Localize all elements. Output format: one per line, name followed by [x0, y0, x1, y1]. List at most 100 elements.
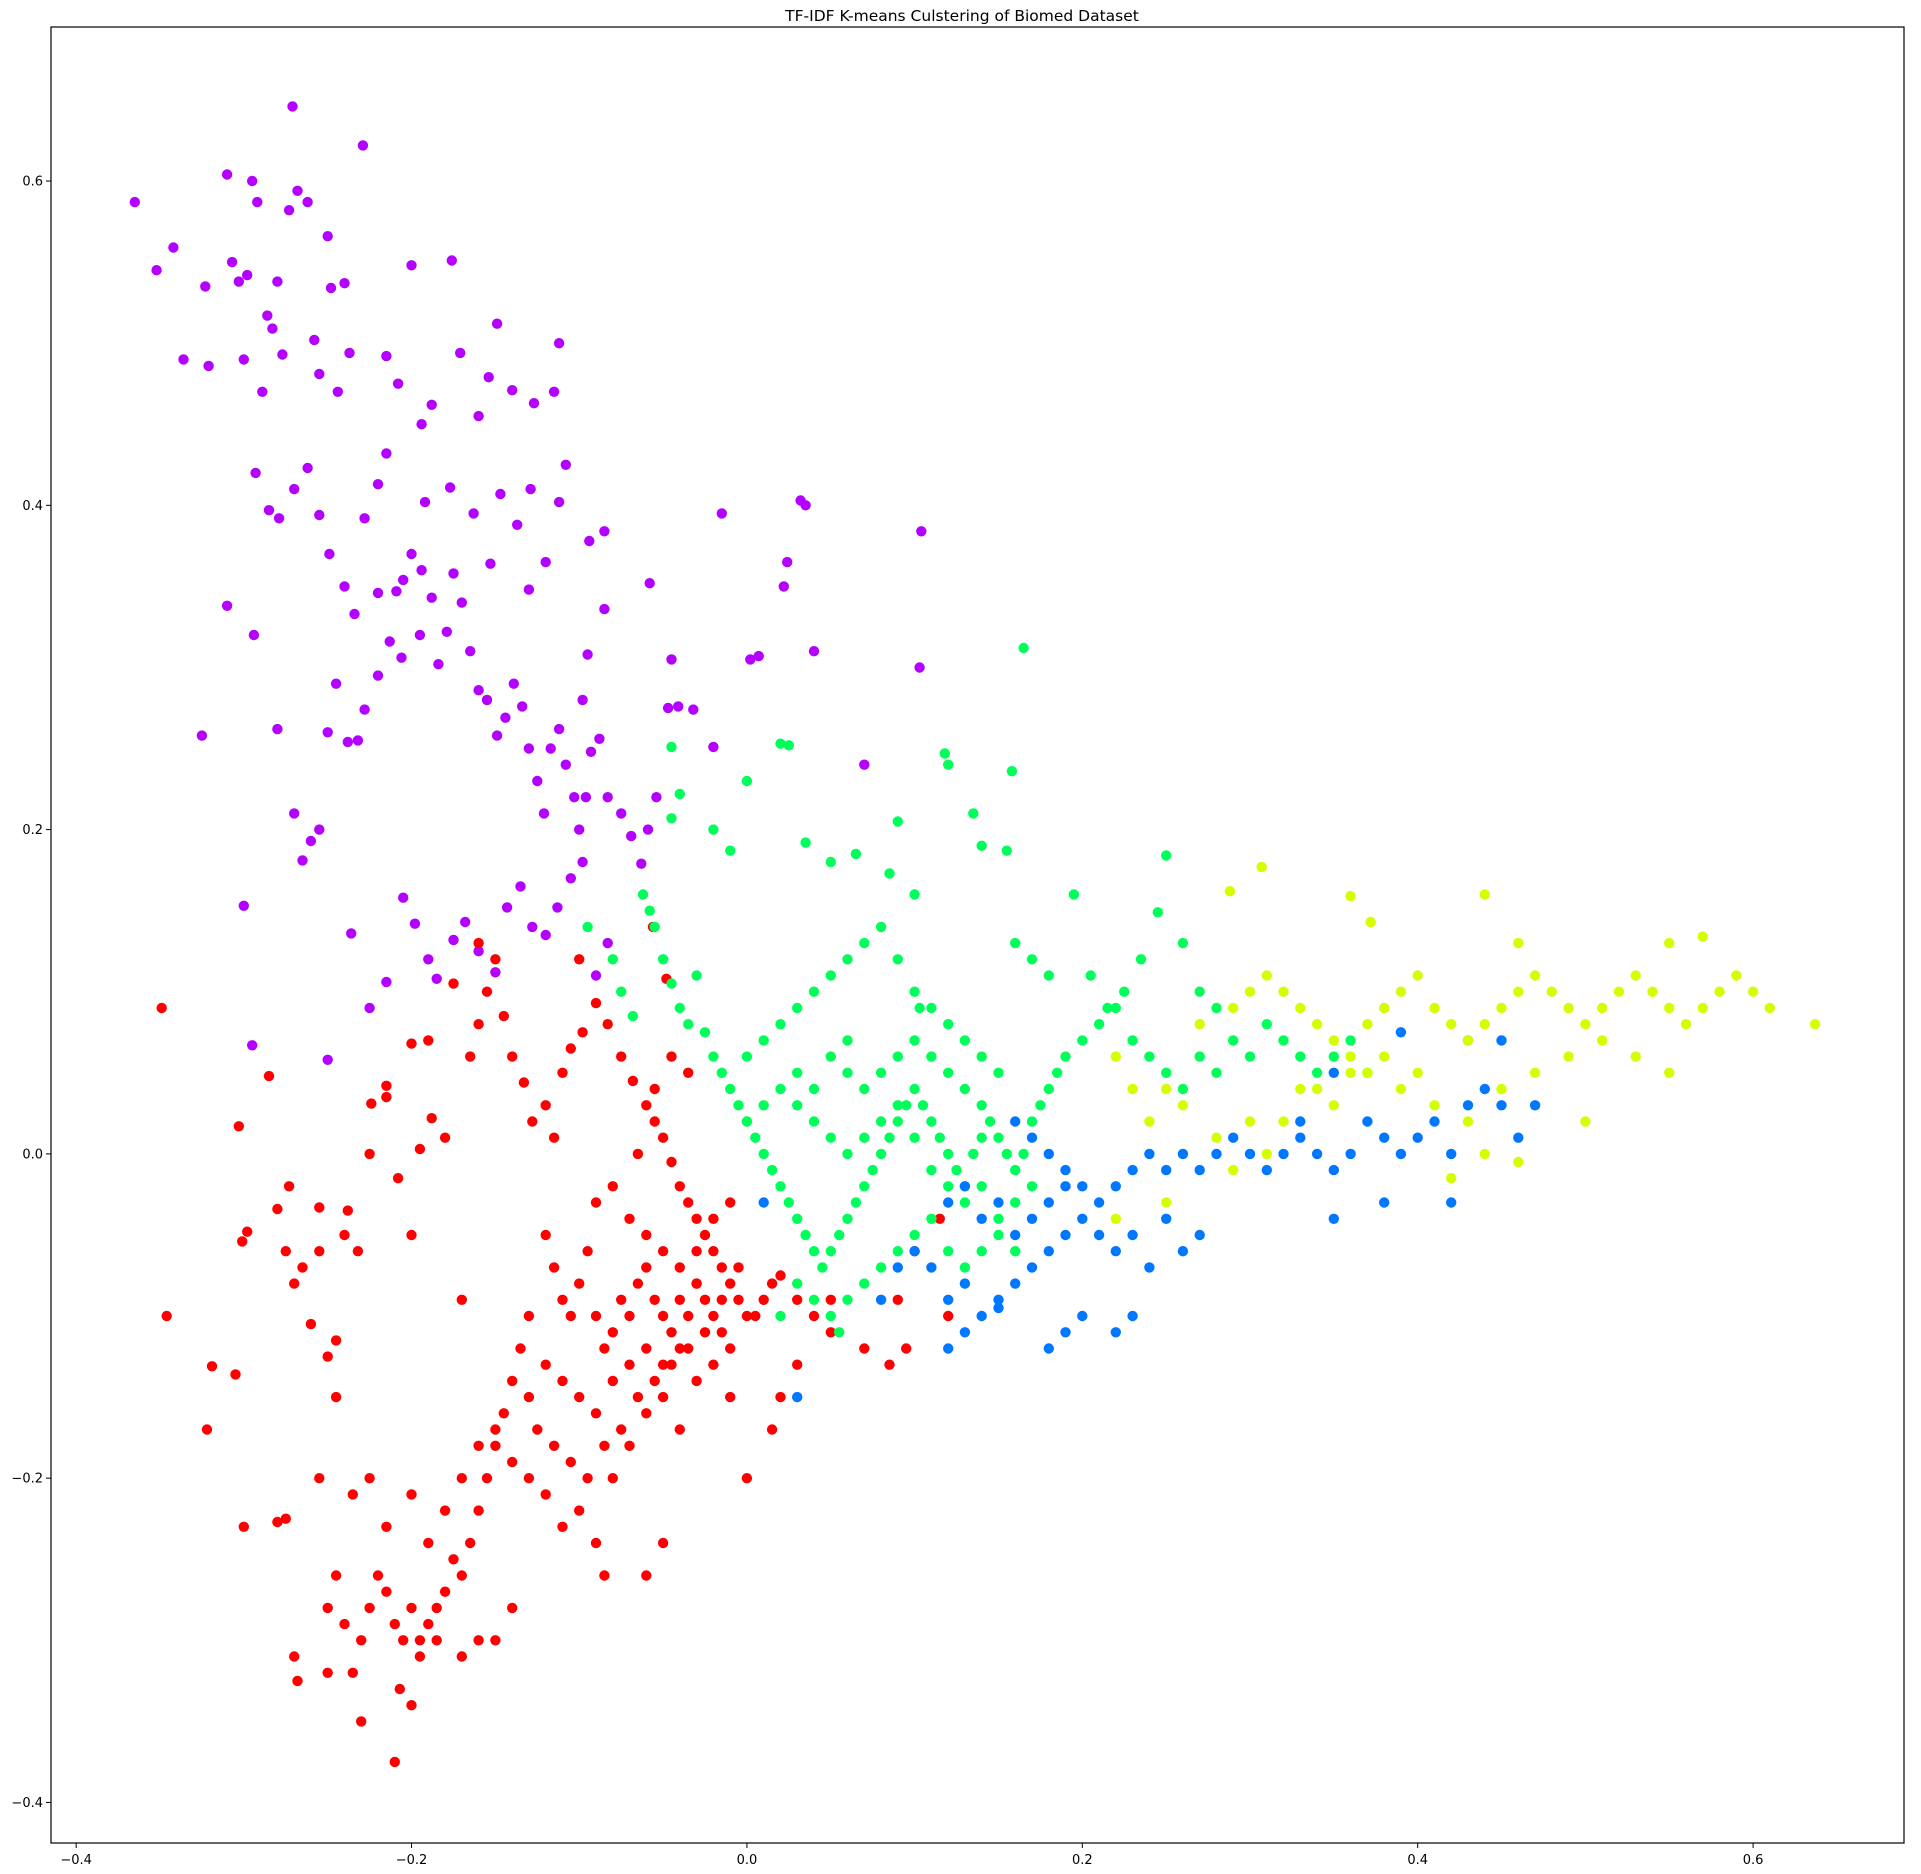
scatter-point [314, 368, 325, 380]
scatter-point [691, 1278, 702, 1289]
scatter-point [372, 479, 384, 490]
scatter-point [398, 892, 409, 903]
scatter-point [708, 824, 719, 835]
scatter-point [332, 386, 343, 397]
scatter-point [641, 1408, 652, 1419]
scatter-point [624, 1359, 635, 1370]
scatter-point [1345, 890, 1356, 902]
scatter-point [1295, 1051, 1306, 1062]
scatter-point [1194, 1229, 1205, 1241]
scatter-point [485, 558, 496, 569]
scatter-point [1345, 1148, 1356, 1160]
scatter-point [523, 1310, 535, 1322]
scatter-point [352, 735, 364, 746]
scatter-point [976, 1100, 987, 1111]
scatter-point [473, 685, 484, 696]
scatter-point [594, 733, 605, 744]
scatter-point [1345, 1035, 1356, 1046]
scatter-point [691, 1375, 702, 1387]
scatter-point [324, 548, 335, 560]
scatter-point [1446, 1018, 1457, 1030]
scatter-point [574, 1391, 585, 1403]
scatter-point [1060, 1051, 1071, 1062]
scatter-point [792, 1391, 803, 1403]
scatter-point [237, 1236, 248, 1247]
scatter-point [1135, 954, 1147, 965]
scatter-point [517, 701, 528, 712]
scatter-point [909, 889, 920, 900]
scatter-point [1026, 1262, 1038, 1273]
scatter-point [490, 954, 501, 965]
scatter-point [289, 483, 300, 495]
scatter-point [263, 1070, 275, 1082]
scatter-point [1362, 1067, 1373, 1079]
scatter-point [590, 970, 602, 981]
scatter-point [339, 278, 350, 289]
scatter-point [1194, 1018, 1205, 1030]
scatter-point [565, 1043, 576, 1054]
scatter-point [1462, 1100, 1474, 1111]
scatter-point [641, 1343, 652, 1354]
scatter-point [565, 1310, 576, 1322]
scatter-point [683, 1310, 694, 1322]
scatter-point [1127, 1310, 1138, 1322]
scatter-point [359, 513, 370, 524]
scatter-point [1513, 937, 1524, 949]
scatter-point [733, 1262, 744, 1273]
scatter-point [1446, 1173, 1457, 1184]
scatter-point [758, 1197, 769, 1208]
scatter-point [725, 1343, 736, 1354]
scatter-point [792, 1100, 803, 1111]
scatter-point [540, 556, 551, 568]
scatter-point [1580, 1116, 1591, 1127]
scatter-point [473, 1440, 484, 1452]
scatter-point [607, 954, 618, 965]
scatter-point [914, 662, 925, 673]
scatter-point [1093, 1229, 1105, 1241]
scatter-point [691, 1246, 702, 1257]
scatter-point [574, 954, 585, 965]
scatter-point [892, 1051, 903, 1062]
scatter-point [926, 1164, 937, 1176]
scatter-point [884, 868, 895, 879]
scatter-point [808, 986, 820, 997]
scatter-point [934, 1132, 945, 1143]
y-tick-label: −0.4 [11, 1796, 43, 1811]
scatter-point [409, 918, 421, 929]
scatter-point [943, 1310, 954, 1322]
scatter-point [1043, 1083, 1055, 1095]
scatter-point [515, 881, 526, 892]
scatter-point [1001, 845, 1012, 856]
scatter-point [825, 856, 836, 868]
scatter-point [637, 889, 649, 900]
x-tick-label: 0.6 [1743, 1853, 1764, 1868]
scatter-point [1001, 1148, 1012, 1160]
scatter-point [238, 1521, 249, 1533]
scatter-point [381, 1091, 392, 1103]
scatter-point [314, 1473, 325, 1484]
scatter-point [627, 1010, 639, 1022]
scatter-point [616, 986, 627, 997]
scatter-point [683, 1067, 694, 1079]
scatter-point [657, 1359, 669, 1370]
scatter-point [616, 1051, 627, 1062]
scatter-point [1211, 1002, 1222, 1014]
scatter-point [1613, 986, 1625, 997]
scatter-point [1395, 986, 1407, 997]
scatter-point [842, 1067, 853, 1079]
scatter-point [750, 1132, 761, 1143]
scatter-point [565, 873, 576, 884]
scatter-point [1278, 1148, 1289, 1160]
scatter-point [1060, 1229, 1071, 1241]
scatter-point [825, 1310, 836, 1322]
scatter-point [582, 649, 593, 660]
scatter-point [238, 354, 249, 365]
scatter-point [314, 1246, 325, 1257]
scatter-point [406, 1038, 417, 1049]
scatter-point [297, 1262, 308, 1273]
scatter-point [1278, 1116, 1289, 1127]
scatter-point [1077, 1310, 1088, 1322]
scatter-point [691, 1213, 702, 1225]
scatter-point [825, 1132, 836, 1143]
scatter-point [490, 967, 501, 978]
